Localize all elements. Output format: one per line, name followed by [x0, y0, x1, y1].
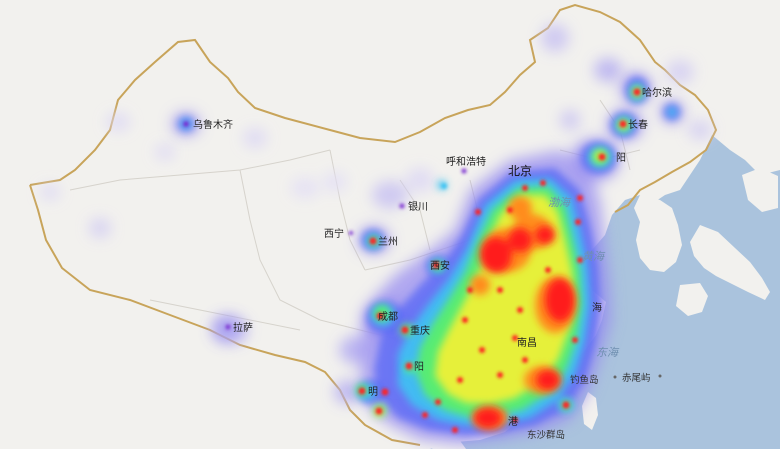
label-nanchang: 南昌: [517, 336, 537, 349]
japan-hokkaido: [742, 168, 778, 212]
korean-peninsula: [634, 195, 682, 272]
label-lhasa: 拉萨: [233, 321, 253, 334]
label-east-sea: 东海: [596, 346, 620, 359]
label-yellow-sea: 黄海: [582, 250, 606, 263]
label-yinchuan: 银川: [408, 200, 428, 213]
label-hohhot: 呼和浩特: [446, 156, 486, 168]
label-harbin: 哈尔滨: [642, 86, 672, 99]
label-hongkong: 港: [508, 416, 518, 428]
city-labels: 乌鲁木齐 拉萨 西宁 兰州 银川 呼和浩特 北京 哈尔滨 长春 阳 西安 成都 …: [193, 86, 672, 428]
national-border: [29, 3, 718, 213]
heat-layer-halo: [40, 24, 712, 404]
label-xian: 西安: [430, 259, 450, 272]
heat-layer-red: [474, 226, 575, 428]
japan-kyushu: [676, 283, 708, 316]
label-bohai: 渤海: [548, 196, 572, 209]
label-chengdu: 成都: [378, 311, 398, 323]
label-changchun: 长春: [628, 119, 648, 131]
label-shenyang: 阳: [616, 152, 626, 164]
island-markers: [613, 374, 662, 379]
label-diaoyu: 钓鱼岛: [570, 374, 599, 386]
label-dongsha: 东沙群岛: [527, 429, 565, 441]
label-lanzhou: 兰州: [378, 235, 398, 248]
label-beijing: 北京: [508, 164, 532, 178]
label-chiwei: 赤尾屿: [622, 372, 651, 384]
taiwan-island: [582, 392, 598, 430]
label-guiyang: 阳: [414, 361, 424, 373]
japan-islands: [690, 225, 770, 300]
label-kunming: 明: [368, 386, 378, 398]
label-urumqi: 乌鲁木齐: [193, 118, 233, 131]
city-dots: [183, 88, 641, 433]
label-shanghai: 海: [592, 301, 602, 314]
label-chongqing: 重庆: [410, 324, 430, 337]
sea-labels: 渤海 黄海 东海 钓鱼岛 赤尾屿 东沙群岛: [527, 196, 651, 441]
label-xining: 西宁: [324, 227, 344, 240]
national-border-south: [29, 184, 421, 446]
